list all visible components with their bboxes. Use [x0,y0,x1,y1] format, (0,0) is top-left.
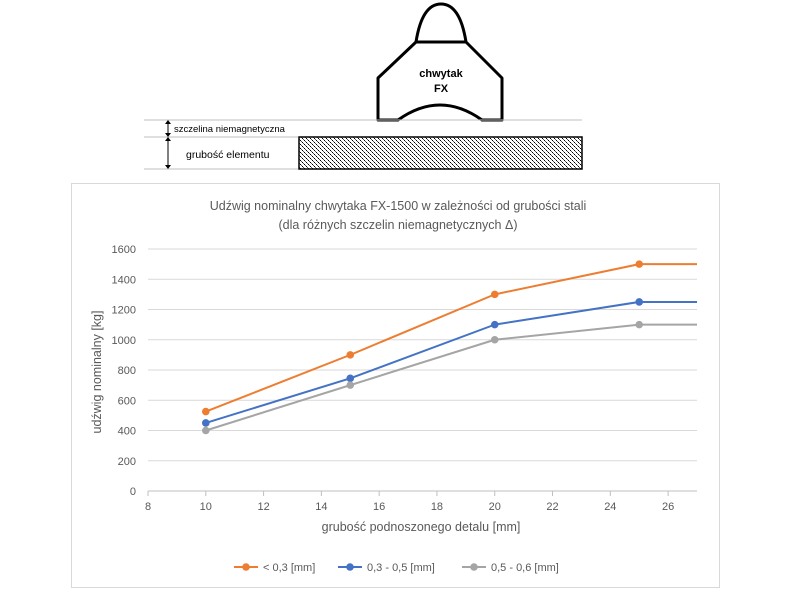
legend-label: 0,3 - 0,5 [mm] [367,562,435,574]
x-tick-label: 16 [373,501,385,513]
legend-marker [242,563,250,571]
x-tick-label: 12 [257,501,269,513]
y-tick-label: 1400 [112,274,136,286]
gripper-label-line2: FX [434,83,449,95]
y-tick-label: 1200 [112,305,136,317]
x-tick-label: 14 [315,501,327,513]
chart-title: Udźwig nominalny chwytaka FX-1500 w zale… [210,199,587,213]
gripper-label-line1: chwytak [419,68,463,80]
x-tick-label: 24 [604,501,616,513]
x-tick-label: 10 [200,501,212,513]
data-point [201,426,210,435]
chart-frame [71,183,720,588]
series-line-2 [205,300,697,424]
x-tick-label: 18 [431,501,443,513]
y-tick-label: 400 [118,426,136,438]
x-tick-label: 8 [145,501,151,513]
y-tick-label: 0 [130,486,136,498]
steel-plate [298,136,583,170]
data-point [635,260,644,268]
gripper-handle [414,2,468,44]
gripper-body [376,40,504,122]
data-point [490,335,499,344]
y-tick-label: 200 [118,456,136,468]
x-tick-label: 26 [662,501,674,513]
legend-marker [346,563,354,571]
legend-marker [470,563,478,571]
chart-subtitle: (dla różnych szczelin niemagnetycznych Δ… [278,218,517,232]
data-point [201,407,210,416]
y-tick-labels: 0 200 400 600 800 1000 1200 1400 1600 [112,244,136,498]
gap-label: szczelina niemagnetyczna [174,124,286,135]
y-tick-label: 1600 [112,244,136,256]
data-point [201,419,210,427]
series-line-1 [205,263,697,413]
y-tick-label: 600 [118,395,136,407]
series-group [201,260,697,435]
data-point [346,374,355,383]
y-tick-label: 1000 [112,335,136,347]
x-axis-title: grubość podnoszonego detalu [mm] [322,520,521,534]
legend-label: < 0,3 [mm] [263,562,315,574]
legend-label: 0,5 - 0,6 [mm] [491,562,559,574]
thickness-label: grubość elementu [186,149,270,161]
y-axis-title: udźwig nominalny [kg] [90,311,104,434]
data-point [346,351,355,359]
data-point [490,290,499,299]
gripper-diagram: chwytak FX szczelina niemagnetyczna grub… [144,2,583,170]
x-tick-label: 22 [546,501,558,513]
legend: < 0,3 [mm] 0,3 - 0,5 [mm] 0,5 - 0,6 [mm] [234,562,559,574]
data-point [490,320,499,329]
x-tick-label: 20 [489,501,501,513]
x-tick-labels: 8 10 12 14 16 18 20 22 24 26 [145,491,674,513]
grid [148,248,697,492]
data-point [346,381,355,389]
data-point [635,320,644,329]
data-point [635,298,644,306]
y-tick-label: 800 [118,365,136,377]
